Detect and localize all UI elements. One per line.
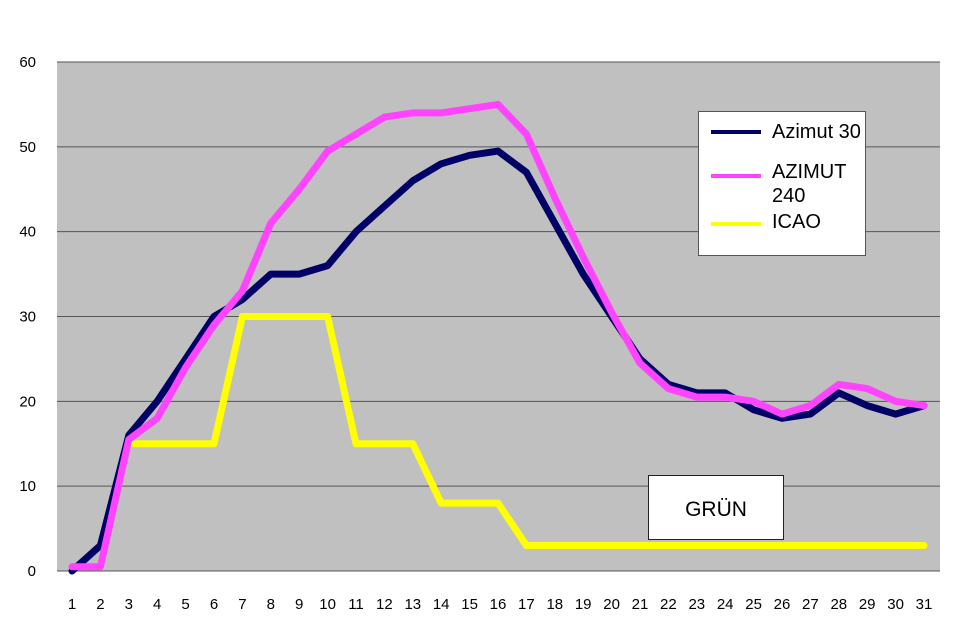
x-tick-label: 1	[68, 596, 76, 613]
x-tick-label: 19	[575, 596, 592, 613]
chart-legend: Azimut 30 AZIMUT 240 ICAO	[698, 111, 866, 256]
x-tick-label: 20	[603, 596, 620, 613]
y-tick-label: 50	[19, 139, 36, 156]
series-line-azimut-30	[68, 147, 928, 575]
y-tick-label: 40	[19, 224, 36, 241]
x-tick-label: 23	[688, 596, 705, 613]
x-tick-label: 25	[745, 596, 762, 613]
x-tick-label: 13	[404, 596, 421, 613]
x-tick-label: 14	[433, 596, 450, 613]
x-tick-label: 29	[859, 596, 876, 613]
legend-swatch-icao	[711, 222, 761, 226]
annotation-text: GRÜN	[685, 498, 747, 521]
x-tick-label: 28	[830, 596, 847, 613]
x-tick-label: 15	[461, 596, 478, 613]
x-tick-label: 12	[376, 596, 393, 613]
y-tick-label: 0	[28, 563, 36, 580]
x-tick-label: 30	[887, 596, 904, 613]
x-tick-label: 26	[774, 596, 791, 613]
x-tick-label: 11	[348, 596, 364, 613]
x-tick-label: 9	[295, 596, 303, 613]
series-line-azimut-240	[68, 100, 928, 571]
legend-swatch-azimut-30	[711, 130, 761, 134]
x-tick-label: 16	[490, 596, 507, 613]
x-tick-label: 22	[660, 596, 677, 613]
x-tick-label: 17	[518, 596, 535, 613]
x-tick-label: 18	[546, 596, 563, 613]
x-tick-label: 27	[802, 596, 819, 613]
legend-label-azimut-30: Azimut 30	[772, 121, 861, 143]
x-tick-label: 2	[96, 596, 104, 613]
series-line-icao	[125, 313, 928, 549]
x-tick-label: 6	[210, 596, 218, 613]
x-tick-label: 24	[717, 596, 734, 613]
y-tick-label: 10	[19, 478, 36, 495]
x-tick-label: 10	[319, 596, 336, 613]
annotation-box: GRÜN	[648, 475, 784, 540]
x-tick-label: 8	[267, 596, 275, 613]
legend-swatch-azimut-240	[711, 174, 761, 178]
y-axis-ticks: 0 10 20 30 40 50 60	[19, 54, 36, 580]
y-tick-label: 20	[19, 393, 36, 410]
y-tick-label: 60	[19, 54, 36, 71]
series-lines	[68, 100, 928, 575]
x-tick-label: 31	[916, 596, 933, 613]
legend-label-icao: ICAO	[772, 211, 821, 233]
x-tick-label: 5	[181, 596, 189, 613]
x-tick-label: 3	[125, 596, 133, 613]
legend-label-azimut-240: AZIMUT 240	[772, 161, 847, 207]
y-tick-label: 30	[19, 309, 36, 326]
x-tick-label: 4	[153, 596, 161, 613]
x-tick-label: 7	[238, 596, 246, 613]
x-tick-label: 21	[632, 596, 649, 613]
x-axis-ticks: 1 2 3 4 5 6 7 8 9 10 11 12 13 14 15 16 17 18 19 20 21 22 23 24 2…	[68, 596, 933, 613]
